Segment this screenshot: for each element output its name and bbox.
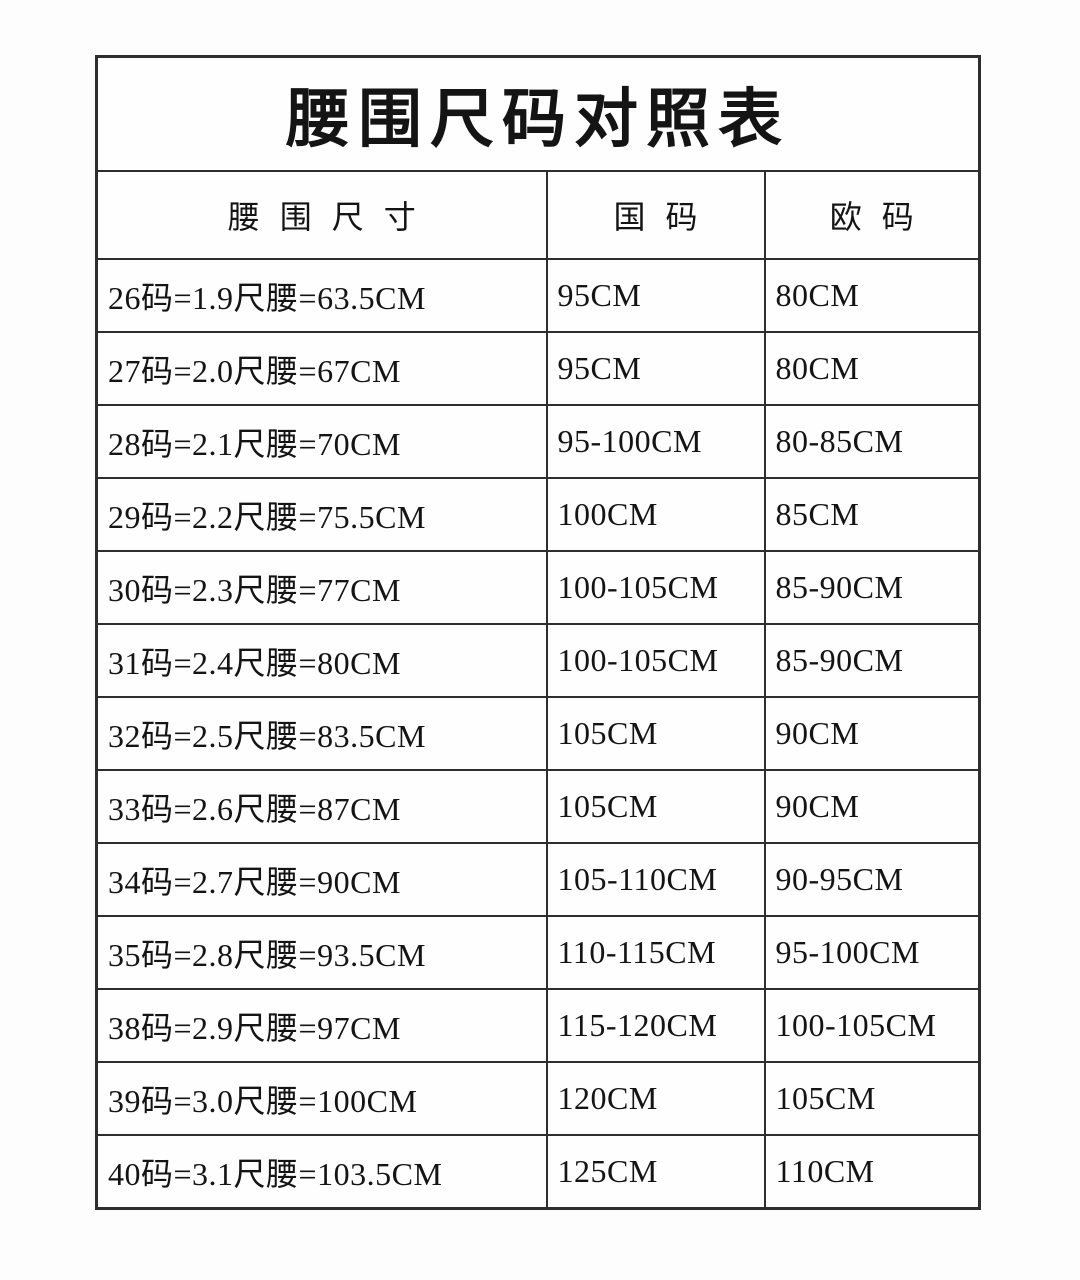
eu-size-cell: 85CM [763,477,981,552]
cn-size-cell: 95CM [545,258,766,333]
column-header-cn-size: 国码 [545,170,766,260]
eu-size-cell: 100-105CM [763,988,981,1063]
cn-size-cell: 95-100CM [545,404,766,479]
waist-size-cell: 40码=3.1尺腰=103.5CM [95,1134,548,1210]
table-row: 40码=3.1尺腰=103.5CM 125CM 110CM [95,1134,981,1210]
waist-size-cell: 38码=2.9尺腰=97CM [95,988,548,1063]
cn-size-cell: 105CM [545,696,766,771]
waist-size-cell: 28码=2.1尺腰=70CM [95,404,548,479]
cn-size-cell: 105CM [545,769,766,844]
cn-size-cell: 95CM [545,331,766,406]
size-chart-table: 腰围尺码对照表 腰围尺寸 国码 欧码 26码=1.9尺腰=63.5CM 95CM 8… [95,55,981,1210]
eu-size-cell: 105CM [763,1061,981,1136]
cn-size-cell: 105-110CM [545,842,766,917]
cn-size-cell: 115-120CM [545,988,766,1063]
table-row: 34码=2.7尺腰=90CM 105-110CM 90-95CM [95,842,981,917]
eu-size-cell: 110CM [763,1134,981,1210]
eu-size-cell: 90CM [763,769,981,844]
cn-size-cell: 100-105CM [545,550,766,625]
eu-size-cell: 90-95CM [763,842,981,917]
table-row: 32码=2.5尺腰=83.5CM 105CM 90CM [95,696,981,771]
eu-size-cell: 85-90CM [763,550,981,625]
cn-size-cell: 100-105CM [545,623,766,698]
waist-size-cell: 26码=1.9尺腰=63.5CM [95,258,548,333]
title-row: 腰围尺码对照表 [95,55,981,172]
waist-size-cell: 39码=3.0尺腰=100CM [95,1061,548,1136]
column-header-waist-size: 腰围尺寸 [95,170,548,260]
cn-size-cell: 125CM [545,1134,766,1210]
eu-size-cell: 90CM [763,696,981,771]
table-row: 28码=2.1尺腰=70CM 95-100CM 80-85CM [95,404,981,479]
table-row: 27码=2.0尺腰=67CM 95CM 80CM [95,331,981,406]
eu-size-cell: 80-85CM [763,404,981,479]
table-row: 30码=2.3尺腰=77CM 100-105CM 85-90CM [95,550,981,625]
waist-size-cell: 32码=2.5尺腰=83.5CM [95,696,548,771]
eu-size-cell: 80CM [763,258,981,333]
waist-size-cell: 33码=2.6尺腰=87CM [95,769,548,844]
waist-size-cell: 31码=2.4尺腰=80CM [95,623,548,698]
column-header-eu-size: 欧码 [763,170,981,260]
header-row: 腰围尺寸 国码 欧码 [95,170,981,260]
cn-size-cell: 110-115CM [545,915,766,990]
table-row: 39码=3.0尺腰=100CM 120CM 105CM [95,1061,981,1136]
waist-size-cell: 30码=2.3尺腰=77CM [95,550,548,625]
table-row: 38码=2.9尺腰=97CM 115-120CM 100-105CM [95,988,981,1063]
table-title: 腰围尺码对照表 [95,55,981,172]
waist-size-cell: 29码=2.2尺腰=75.5CM [95,477,548,552]
size-table-body: 26码=1.9尺腰=63.5CM 95CM 80CM 27码=2.0尺腰=67CM 95… [95,258,981,1210]
table-row: 26码=1.9尺腰=63.5CM 95CM 80CM [95,258,981,333]
waist-size-cell: 34码=2.7尺腰=90CM [95,842,548,917]
table-row: 29码=2.2尺腰=75.5CM 100CM 85CM [95,477,981,552]
table-row: 33码=2.6尺腰=87CM 105CM 90CM [95,769,981,844]
waist-size-cell: 27码=2.0尺腰=67CM [95,331,548,406]
eu-size-cell: 95-100CM [763,915,981,990]
table-row: 35码=2.8尺腰=93.5CM 110-115CM 95-100CM [95,915,981,990]
eu-size-cell: 80CM [763,331,981,406]
cn-size-cell: 100CM [545,477,766,552]
eu-size-cell: 85-90CM [763,623,981,698]
cn-size-cell: 120CM [545,1061,766,1136]
waist-size-cell: 35码=2.8尺腰=93.5CM [95,915,548,990]
table-row: 31码=2.4尺腰=80CM 100-105CM 85-90CM [95,623,981,698]
